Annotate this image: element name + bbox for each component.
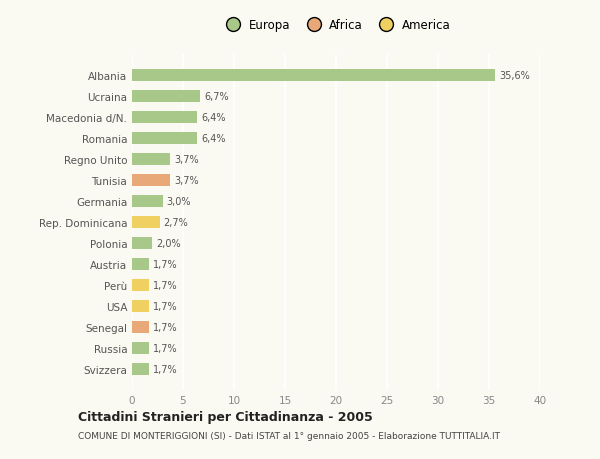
Bar [132, 175, 170, 186]
Bar [132, 322, 149, 333]
Bar [132, 70, 495, 82]
Text: 1,7%: 1,7% [154, 280, 178, 291]
Bar [132, 364, 149, 375]
Bar [132, 112, 197, 123]
Bar [132, 280, 149, 291]
Bar [132, 238, 152, 249]
Text: 1,7%: 1,7% [154, 343, 178, 353]
Text: COMUNE DI MONTERIGGIONI (SI) - Dati ISTAT al 1° gennaio 2005 - Elaborazione TUTT: COMUNE DI MONTERIGGIONI (SI) - Dati ISTA… [78, 431, 500, 440]
Text: Cittadini Stranieri per Cittadinanza - 2005: Cittadini Stranieri per Cittadinanza - 2… [78, 410, 373, 423]
Text: 1,7%: 1,7% [154, 259, 178, 269]
Bar [132, 259, 149, 270]
Text: 3,7%: 3,7% [174, 155, 199, 165]
Bar [132, 342, 149, 354]
Text: 2,0%: 2,0% [157, 239, 181, 248]
Bar [132, 91, 200, 103]
Text: 1,7%: 1,7% [154, 322, 178, 332]
Text: 1,7%: 1,7% [154, 364, 178, 374]
Bar [132, 196, 163, 207]
Text: 35,6%: 35,6% [499, 71, 530, 81]
Legend: Europa, Africa, America: Europa, Africa, America [217, 14, 455, 36]
Bar [132, 217, 160, 229]
Text: 3,0%: 3,0% [167, 197, 191, 207]
Bar [132, 154, 170, 166]
Text: 1,7%: 1,7% [154, 302, 178, 311]
Text: 6,7%: 6,7% [205, 92, 229, 102]
Text: 6,4%: 6,4% [202, 113, 226, 123]
Text: 2,7%: 2,7% [164, 218, 188, 228]
Text: 3,7%: 3,7% [174, 176, 199, 186]
Bar [132, 301, 149, 312]
Bar [132, 133, 197, 145]
Text: 6,4%: 6,4% [202, 134, 226, 144]
